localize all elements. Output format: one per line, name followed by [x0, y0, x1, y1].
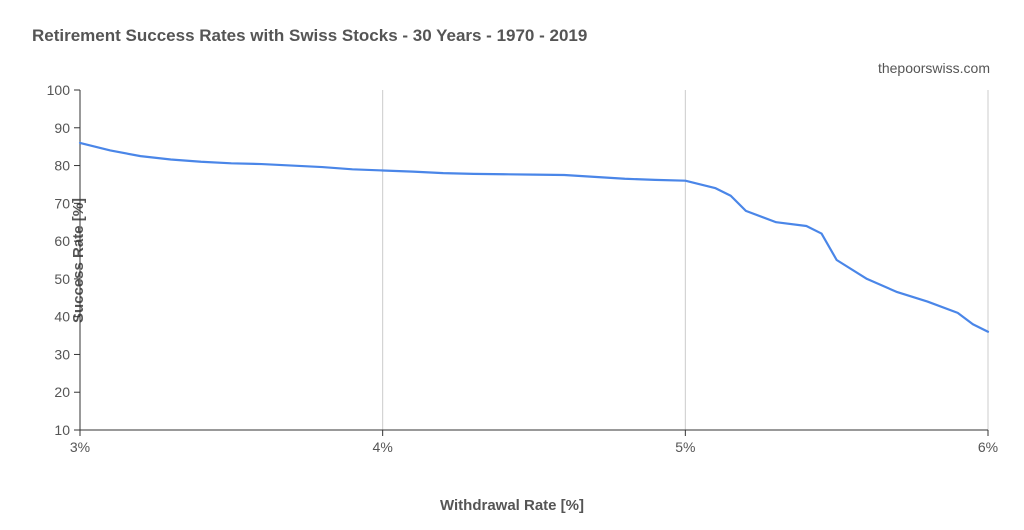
x-tick-label: 4%: [373, 439, 393, 455]
y-tick-label: 50: [54, 271, 70, 287]
x-tick-label: 3%: [70, 439, 90, 455]
chart-title: Retirement Success Rates with Swiss Stoc…: [32, 26, 587, 46]
x-tick-label: 6%: [978, 439, 998, 455]
y-tick-label: 90: [54, 120, 70, 136]
y-tick-label: 80: [54, 158, 70, 174]
chart-container: { "chart": { "type": "line", "title": "R…: [0, 0, 1024, 530]
series-line-success-rate: [80, 143, 988, 332]
line-chart-svg: 1020304050607080901003%4%5%6%: [80, 90, 988, 430]
x-tick-label: 5%: [675, 439, 695, 455]
y-tick-label: 40: [54, 309, 70, 325]
x-axis-label: Withdrawal Rate [%]: [0, 497, 1024, 514]
y-tick-label: 10: [54, 422, 70, 438]
y-tick-label: 60: [54, 233, 70, 249]
y-tick-label: 30: [54, 346, 70, 362]
plot-area: 1020304050607080901003%4%5%6%: [80, 90, 988, 430]
y-tick-label: 70: [54, 195, 70, 211]
chart-attribution: thepoorswiss.com: [878, 60, 990, 76]
y-tick-label: 100: [47, 82, 71, 98]
y-tick-label: 20: [54, 384, 70, 400]
